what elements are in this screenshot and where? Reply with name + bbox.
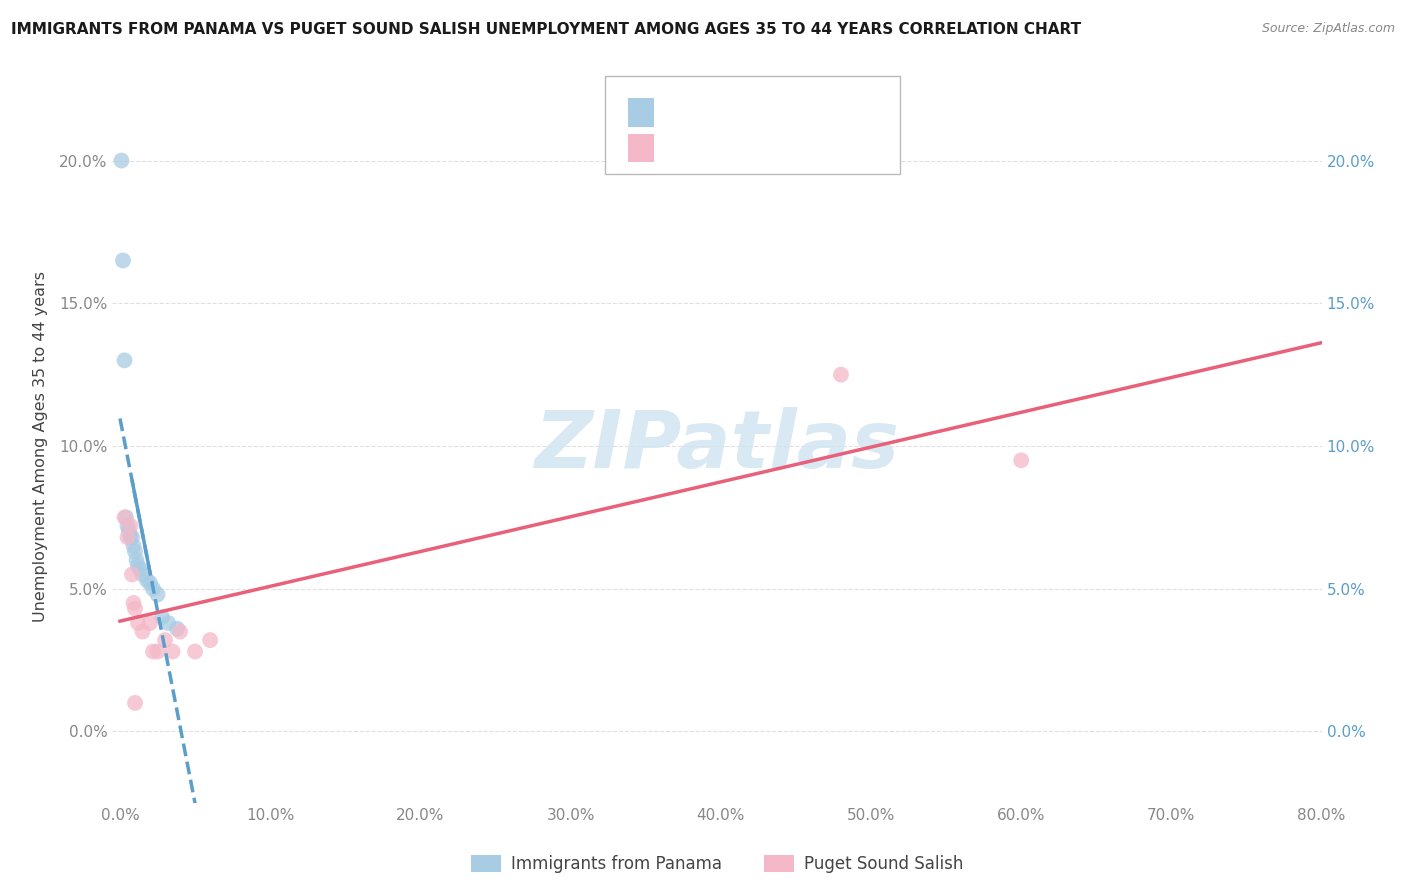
Point: [117, 519, 139, 533]
Point: [121, 530, 143, 544]
Point: [139, 615, 162, 630]
Text: 19: 19: [801, 139, 824, 157]
Point: [830, 368, 852, 382]
Legend: Immigrants from Panama, Puget Sound Salish: Immigrants from Panama, Puget Sound Sali…: [464, 848, 970, 880]
Point: [139, 576, 162, 591]
Point: [114, 353, 136, 368]
Point: [115, 510, 138, 524]
Text: N =: N =: [752, 103, 800, 121]
Point: [118, 524, 141, 539]
Point: [157, 615, 180, 630]
Point: [131, 624, 153, 639]
Point: [153, 633, 176, 648]
Text: Source: ZipAtlas.com: Source: ZipAtlas.com: [1261, 22, 1395, 36]
Point: [142, 644, 165, 658]
Point: [146, 644, 169, 658]
Point: [117, 530, 139, 544]
Y-axis label: Unemployment Among Ages 35 to 44 years: Unemployment Among Ages 35 to 44 years: [34, 270, 48, 622]
Text: 21: 21: [801, 103, 824, 121]
Point: [198, 633, 221, 648]
Point: [120, 519, 142, 533]
Point: [114, 510, 136, 524]
Point: [111, 253, 134, 268]
Point: [122, 539, 145, 553]
Point: [1010, 453, 1032, 467]
Point: [166, 622, 188, 636]
Point: [127, 615, 149, 630]
Text: 0.64: 0.64: [707, 139, 748, 157]
Point: [120, 530, 142, 544]
Point: [121, 567, 143, 582]
Point: [142, 582, 165, 596]
Text: 0.416: 0.416: [707, 103, 759, 121]
Text: R =: R =: [665, 139, 702, 157]
Point: [110, 153, 132, 168]
Point: [128, 562, 150, 576]
Text: N =: N =: [752, 139, 800, 157]
Point: [184, 644, 207, 658]
Point: [127, 558, 149, 573]
Point: [131, 567, 153, 582]
Point: [125, 553, 148, 567]
Text: IMMIGRANTS FROM PANAMA VS PUGET SOUND SALISH UNEMPLOYMENT AMONG AGES 35 TO 44 YE: IMMIGRANTS FROM PANAMA VS PUGET SOUND SA…: [11, 22, 1081, 37]
Point: [136, 573, 159, 587]
Text: R =: R =: [665, 103, 702, 121]
Point: [162, 644, 184, 658]
Point: [169, 624, 191, 639]
Point: [124, 544, 146, 558]
Text: ZIPatlas: ZIPatlas: [534, 407, 900, 485]
Point: [124, 601, 146, 615]
Point: [150, 610, 173, 624]
Point: [146, 587, 169, 601]
Point: [122, 596, 145, 610]
Point: [124, 696, 146, 710]
